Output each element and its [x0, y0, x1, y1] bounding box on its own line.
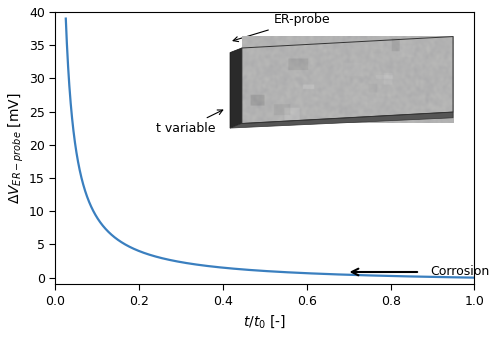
Text: ER-probe: ER-probe [233, 13, 330, 41]
X-axis label: $t/t_0$ [-]: $t/t_0$ [-] [244, 313, 286, 330]
Text: Corrosion: Corrosion [430, 266, 490, 278]
Text: t variable: t variable [156, 110, 222, 135]
Y-axis label: $\Delta V_{ER-probe}$ [mV]: $\Delta V_{ER-probe}$ [mV] [7, 92, 26, 204]
